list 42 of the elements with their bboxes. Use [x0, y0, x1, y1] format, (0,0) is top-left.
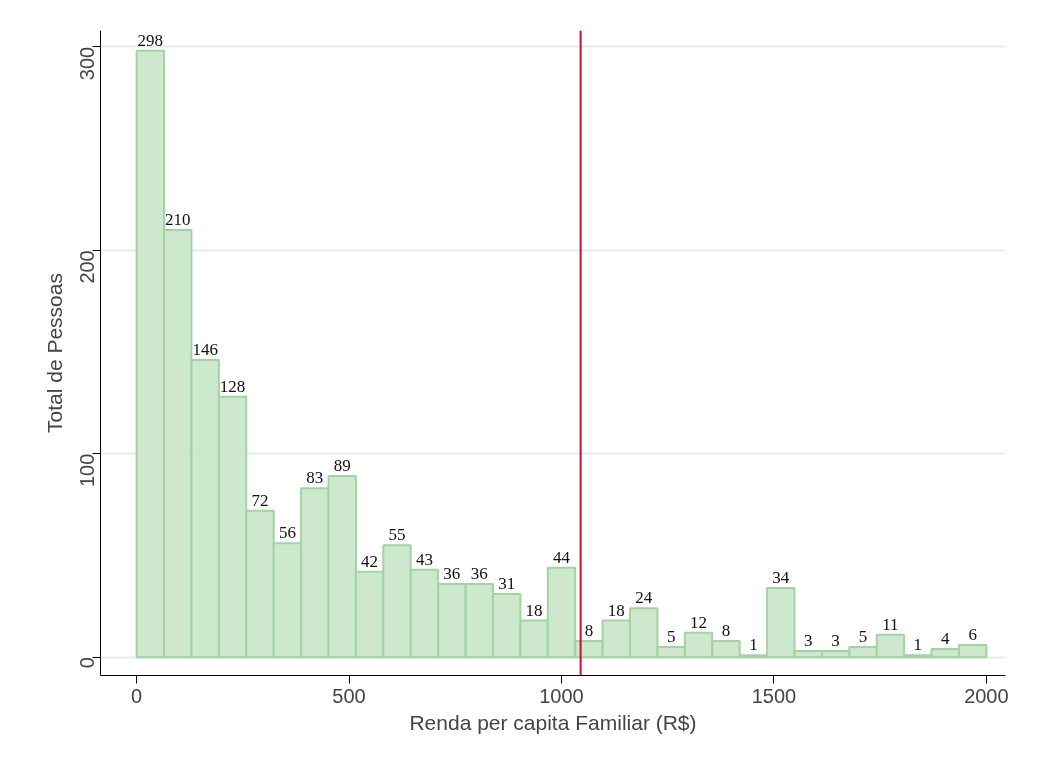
data-label: 128	[219, 376, 246, 396]
data-label: 36	[470, 563, 488, 583]
data-label: 3	[803, 631, 813, 651]
data-label: 11	[882, 614, 899, 634]
data-label: 1	[913, 635, 923, 655]
data-label: 24	[635, 588, 653, 608]
data-label: 8	[721, 620, 731, 640]
data-label: 72	[251, 490, 269, 510]
y-tick-label: 0	[76, 657, 99, 669]
data-label: 56	[278, 523, 296, 543]
data-label: 210	[164, 209, 191, 229]
y-tick-label: 200	[76, 250, 99, 284]
data-label: 43	[415, 549, 433, 569]
data-label: 12	[690, 612, 708, 632]
data-label: 4	[941, 629, 951, 649]
x-tick-label: 500	[332, 684, 366, 707]
data-label: 36	[443, 563, 461, 583]
data-label: 42	[361, 551, 379, 571]
y-axis-title: Total de Pessoas	[42, 273, 66, 433]
data-label: 5	[666, 627, 676, 647]
y-tick-label: 100	[76, 453, 99, 488]
data-label: 18	[525, 600, 543, 620]
data-label: 34	[772, 568, 790, 588]
data-label: 1	[749, 635, 758, 655]
y-tick-label: 300	[76, 46, 99, 81]
data-label: 31	[498, 574, 516, 594]
data-label: 55	[388, 525, 406, 545]
x-tick-label: 1500	[751, 684, 797, 707]
x-tick-label: 1000	[539, 684, 584, 707]
x-tick-label: 0	[131, 684, 143, 707]
data-label: 298	[137, 30, 164, 50]
data-label: 44	[553, 547, 571, 567]
data-label: 89	[333, 456, 351, 476]
data-label: 3	[831, 631, 840, 651]
data-label: 83	[306, 468, 324, 488]
x-tick-label: 2000	[964, 684, 1009, 707]
data-label: 146	[192, 340, 218, 360]
data-label: 5	[858, 627, 868, 647]
data-label: 8	[584, 620, 594, 640]
data-label: 6	[968, 624, 977, 644]
data-label: 18	[607, 600, 625, 620]
x-axis-title: Renda per capita Familiar (R$)	[409, 710, 697, 734]
